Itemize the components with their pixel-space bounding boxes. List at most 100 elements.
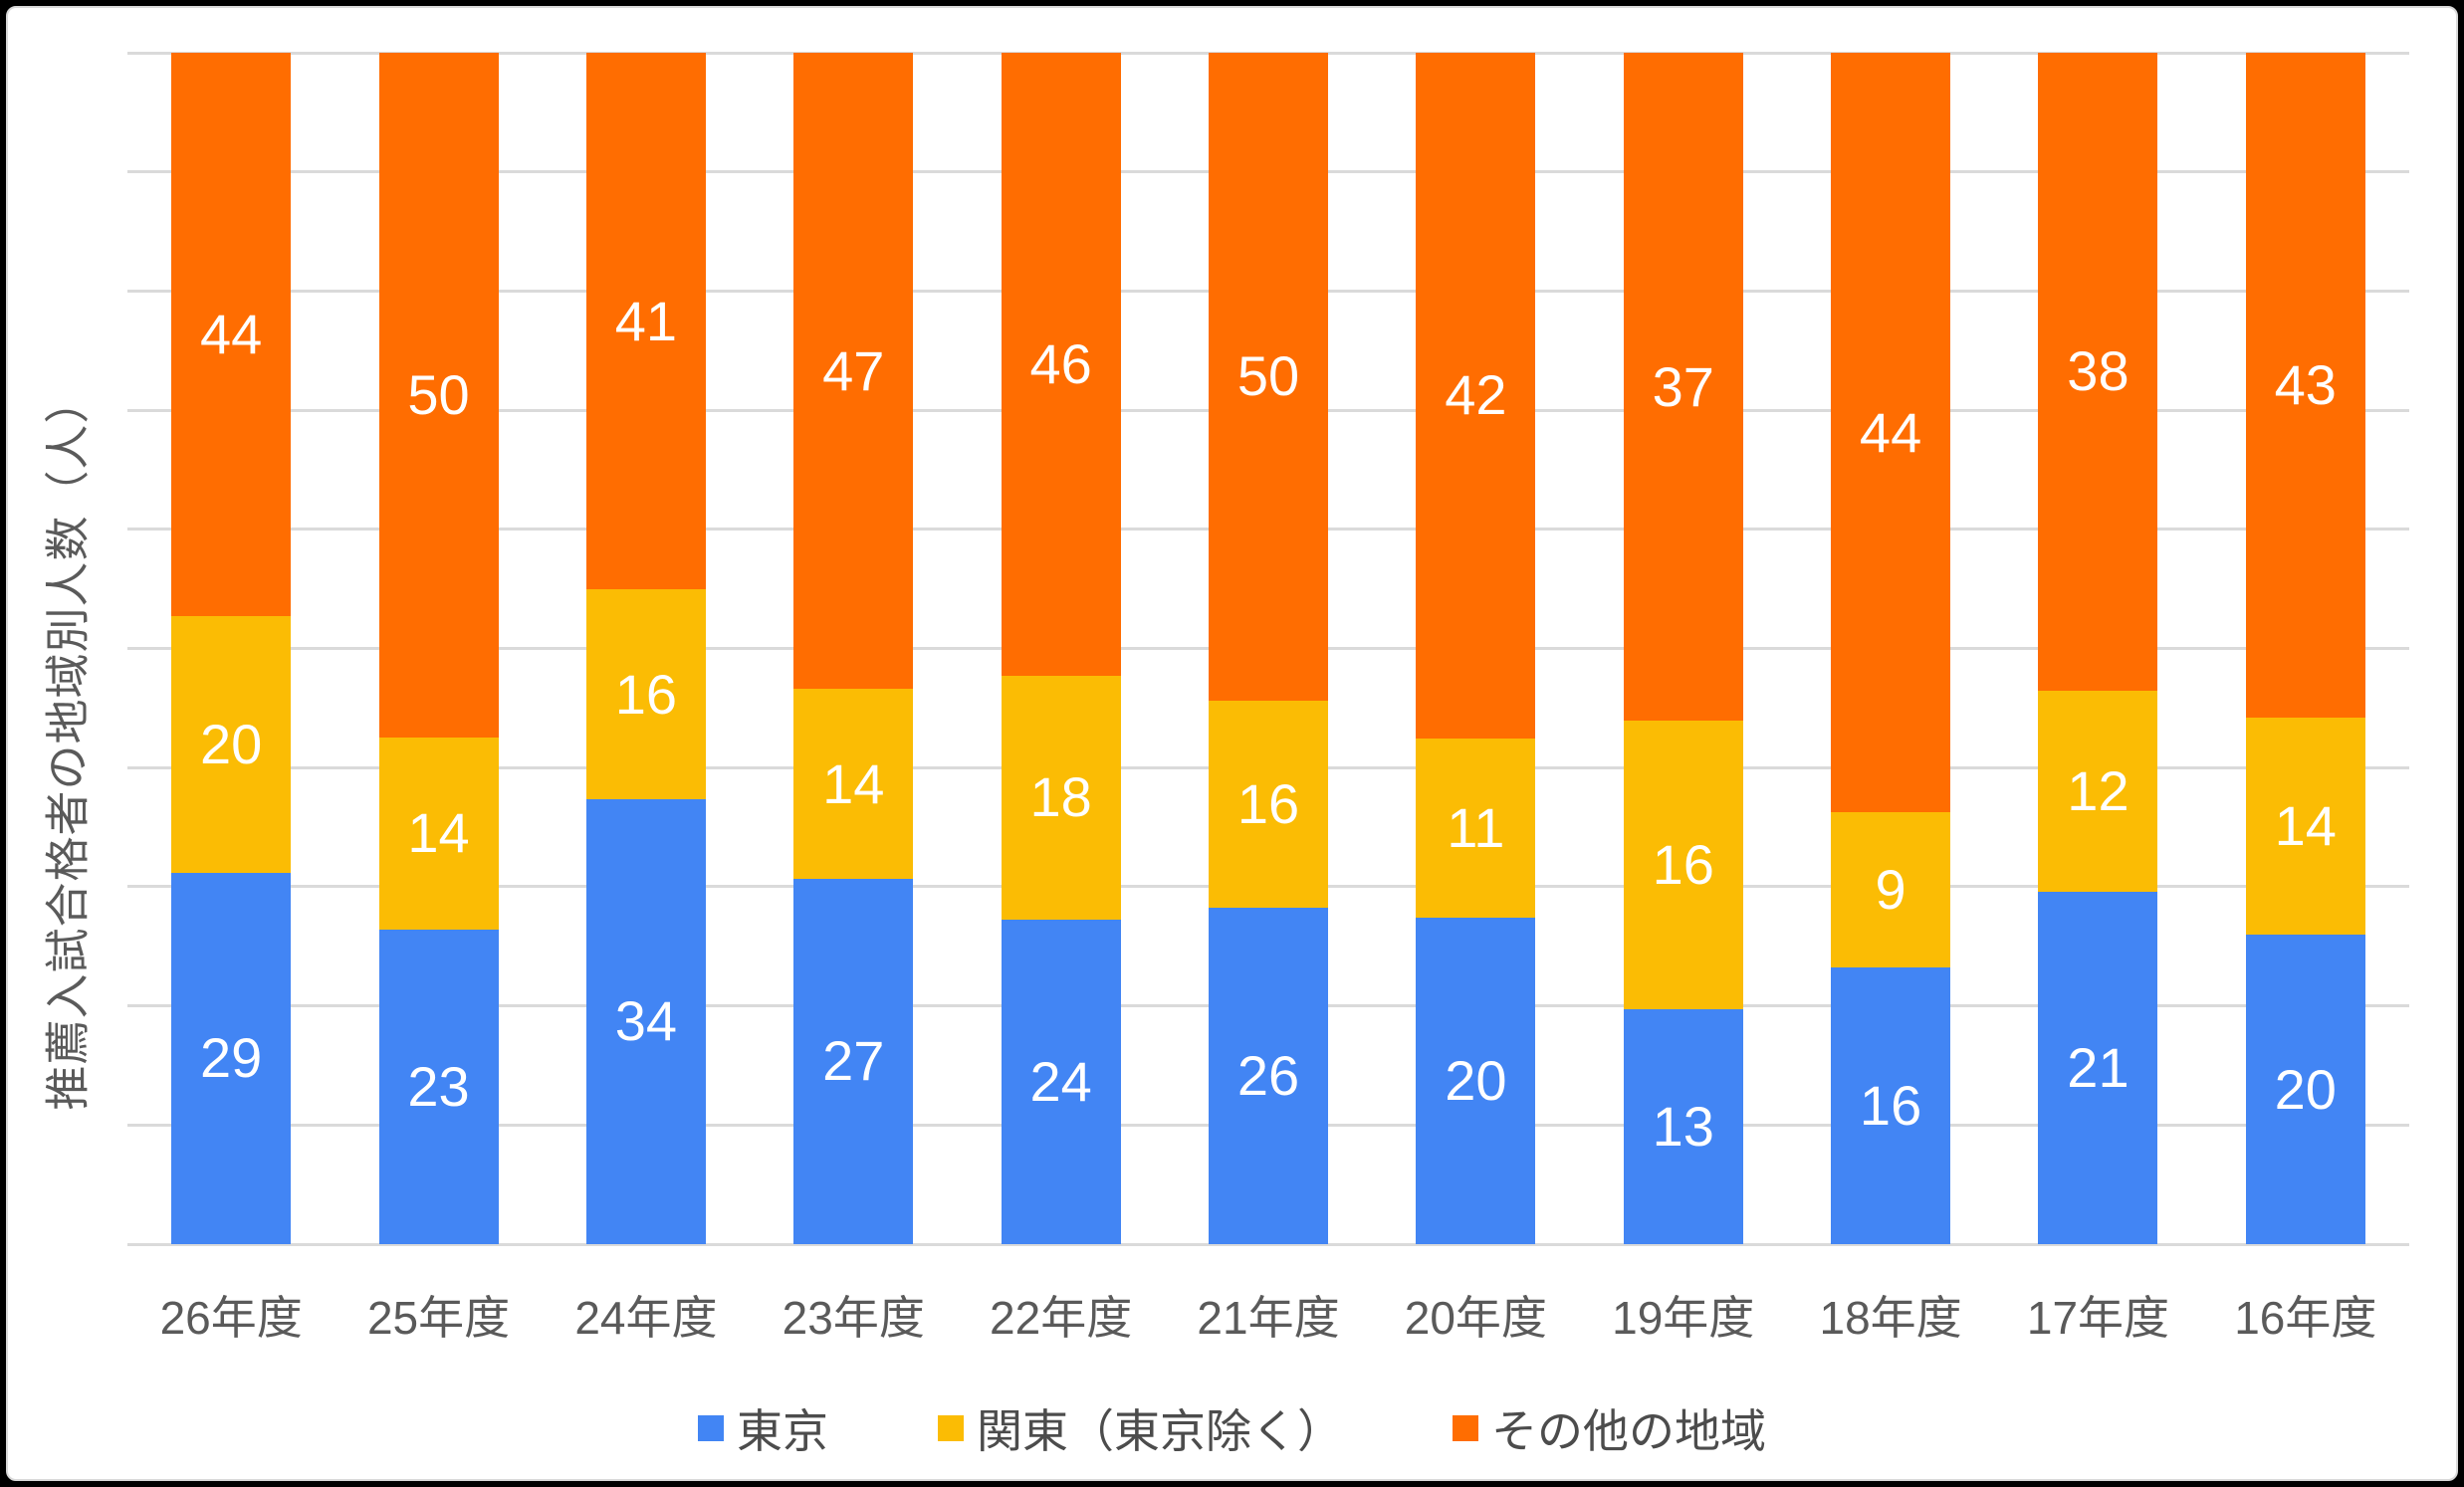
bar-segment-tokyo: 26 [1209, 907, 1328, 1244]
x-axis-label: 19年度 [1612, 1292, 1755, 1344]
segment-value-label: 14 [822, 751, 885, 815]
bar-25年度: 23 14 50 [378, 53, 499, 1244]
x-axis-label: 21年度 [1197, 1292, 1340, 1344]
legend-swatch-tokyo [698, 1415, 724, 1441]
bar-segment-other-regions: 37 [1623, 53, 1743, 722]
bar-segment-kanto-ex-tokyo: 14 [2245, 718, 2365, 936]
bar-segment-other-regions: 38 [2038, 53, 2158, 691]
bar-segment-tokyo: 29 [171, 872, 292, 1244]
legend-label-other-regions: その他の地域 [1491, 1405, 1766, 1457]
y-axis-title: 推薦入試合格者の地域別人数（人） [42, 376, 94, 1111]
bar-segment-tokyo: 20 [1416, 918, 1536, 1244]
legend-label-tokyo: 東京 [737, 1405, 828, 1457]
segment-value-label: 14 [2274, 794, 2337, 858]
bar-segment-tokyo: 34 [585, 798, 706, 1244]
segment-value-label: 42 [1445, 363, 1507, 427]
legend-item-other-regions: その他の地域 [1453, 1395, 1766, 1461]
bar-22年度: 24 18 46 [1001, 53, 1121, 1244]
segment-value-label: 50 [1236, 344, 1300, 408]
segment-value-label: 37 [1652, 354, 1714, 418]
segment-value-label: 23 [407, 1054, 470, 1118]
segment-value-label: 14 [407, 801, 470, 865]
segment-value-label: 20 [200, 713, 263, 776]
bar-segment-kanto-ex-tokyo: 18 [1001, 675, 1121, 920]
bar-segment-other-regions: 50 [378, 53, 499, 738]
bar-20年度: 20 11 42 [1416, 53, 1536, 1244]
x-axis-label: 22年度 [990, 1292, 1133, 1344]
bar-segment-tokyo: 20 [2245, 935, 2365, 1244]
x-axis-label: 16年度 [2234, 1292, 2377, 1344]
bar-18年度: 16 9 44 [1831, 53, 1951, 1244]
chart-card: 推薦入試合格者の地域別人数（人） 29 20 44 23 14 50 34 16 41 27 14 4… [6, 6, 2458, 1481]
legend-label-kanto-ex-tokyo: 関東（東京除く） [977, 1405, 1343, 1457]
segment-value-label: 29 [200, 1026, 263, 1090]
x-axis-label: 18年度 [1819, 1292, 1962, 1344]
x-axis-label: 26年度 [159, 1292, 303, 1344]
bar-segment-kanto-ex-tokyo: 16 [585, 589, 706, 799]
segment-value-label: 16 [614, 662, 678, 726]
bar-21年度: 26 16 50 [1209, 53, 1328, 1244]
x-axis: 26年度 25年度 24年度 23年度 22年度 21年度 20年度 19年度 18年度 17年度… [127, 1282, 2409, 1344]
bar-segment-other-regions: 47 [793, 53, 914, 690]
x-axis-label: 23年度 [782, 1292, 925, 1344]
legend-item-kanto-ex-tokyo: 関東（東京除く） [938, 1395, 1343, 1461]
segment-value-label: 44 [1859, 400, 1922, 464]
segment-value-label: 43 [2274, 353, 2337, 417]
bar-segment-kanto-ex-tokyo: 16 [1209, 700, 1328, 908]
segment-value-label: 16 [1652, 833, 1714, 897]
segment-value-label: 26 [1236, 1043, 1300, 1107]
bar-24年度: 34 16 41 [585, 53, 706, 1244]
bar-segment-tokyo: 13 [1623, 1009, 1743, 1244]
legend-item-tokyo: 東京 [698, 1395, 828, 1461]
bar-segment-tokyo: 23 [378, 929, 499, 1244]
bar-segment-kanto-ex-tokyo: 12 [2038, 690, 2158, 892]
bar-segment-kanto-ex-tokyo: 9 [1831, 812, 1951, 968]
segment-value-label: 46 [1029, 331, 1092, 395]
segment-value-label: 11 [1447, 795, 1505, 859]
segment-value-label: 41 [614, 289, 678, 352]
bar-segment-kanto-ex-tokyo: 16 [1623, 721, 1743, 1010]
bar-segment-kanto-ex-tokyo: 11 [1416, 738, 1536, 919]
segment-value-label: 21 [2067, 1035, 2129, 1099]
bar-segment-tokyo: 21 [2038, 891, 2158, 1244]
segment-value-label: 9 [1875, 858, 1906, 922]
x-axis-label: 17年度 [2026, 1292, 2170, 1344]
x-axis-label: 24年度 [574, 1292, 718, 1344]
bar-segment-kanto-ex-tokyo: 20 [171, 616, 292, 873]
bar-segment-kanto-ex-tokyo: 14 [378, 737, 499, 930]
segment-value-label: 12 [2067, 758, 2129, 822]
segment-value-label: 13 [1652, 1095, 1714, 1159]
bar-segment-other-regions: 42 [1416, 53, 1536, 739]
bar-segment-kanto-ex-tokyo: 14 [793, 689, 914, 879]
segment-value-label: 47 [822, 338, 885, 402]
legend: 東京 関東（東京除く） その他の地域 [8, 1397, 2456, 1459]
legend-swatch-kanto-ex-tokyo [938, 1415, 964, 1441]
x-axis-label: 20年度 [1404, 1292, 1547, 1344]
segment-value-label: 50 [407, 362, 470, 426]
bar-segment-tokyo: 27 [793, 878, 914, 1244]
bar-17年度: 21 12 38 [2038, 53, 2158, 1244]
y-axis-title-box: 推薦入試合格者の地域別人数（人） [14, 8, 113, 1479]
segment-value-label: 20 [2274, 1057, 2337, 1121]
segment-value-label: 16 [1236, 771, 1300, 835]
bar-segment-other-regions: 44 [1831, 53, 1951, 813]
bar-23年度: 27 14 47 [793, 53, 914, 1244]
segment-value-label: 27 [822, 1029, 885, 1093]
bar-segment-other-regions: 43 [2245, 53, 2365, 719]
segment-value-label: 34 [614, 989, 678, 1053]
bar-segment-other-regions: 50 [1209, 53, 1328, 701]
segment-value-label: 44 [200, 303, 263, 366]
segment-value-label: 18 [1029, 765, 1092, 829]
gridline [127, 51, 2409, 55]
bar-segment-other-regions: 41 [585, 53, 706, 590]
bar-segment-other-regions: 46 [1001, 53, 1121, 676]
bar-segment-tokyo: 24 [1001, 919, 1121, 1244]
bar-segment-other-regions: 44 [171, 53, 292, 617]
segment-value-label: 16 [1859, 1074, 1922, 1138]
bar-26年度: 29 20 44 [171, 53, 292, 1244]
plot-area: 29 20 44 23 14 50 34 16 41 27 14 47 24 18 46 26 16 50 20 11… [127, 51, 2409, 1246]
x-axis-label: 25年度 [366, 1292, 511, 1344]
segment-value-label: 24 [1029, 1049, 1092, 1113]
bar-16年度: 20 14 43 [2245, 53, 2365, 1244]
legend-swatch-other-regions [1453, 1415, 1478, 1441]
